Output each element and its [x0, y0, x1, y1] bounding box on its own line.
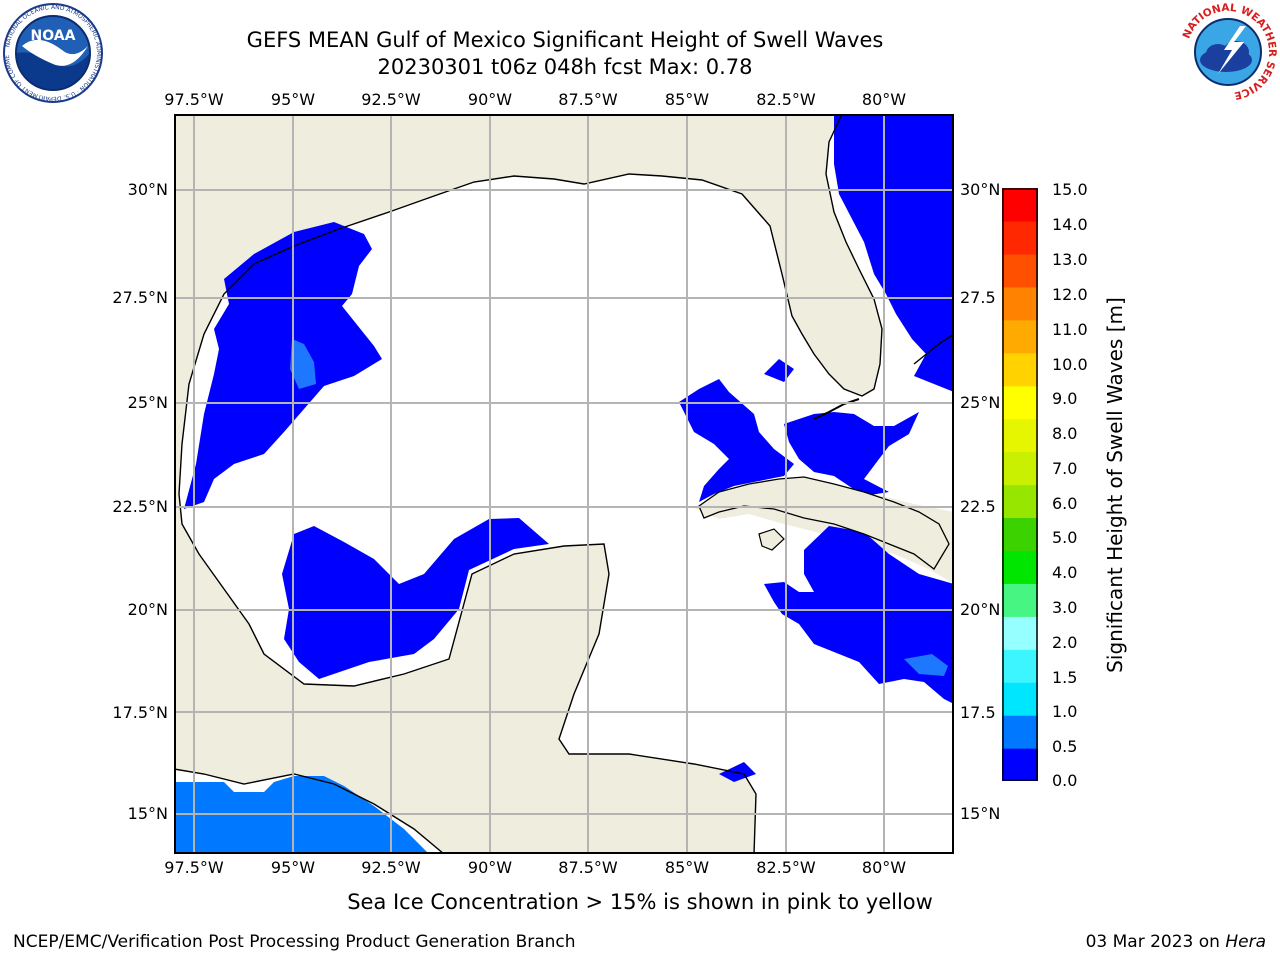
lat-tick-right: 30°N — [960, 180, 1001, 199]
lat-tick-left: 17.5°N — [112, 703, 168, 722]
colorbar-segment — [1002, 319, 1038, 354]
lat-tick-right: 17.5 — [960, 703, 996, 722]
swell-region-texas — [184, 222, 382, 509]
lon-tick-bottom: 87.5°W — [558, 858, 618, 877]
lon-tick-bottom: 82.5°W — [756, 858, 816, 877]
colorbar-segment — [1002, 352, 1038, 387]
title-line-1: GEFS MEAN Gulf of Mexico Significant Hei… — [246, 28, 884, 52]
lon-tick-top: 87.5°W — [558, 90, 618, 109]
lat-tick-left: 20°N — [127, 600, 168, 619]
colorbar-segment — [1002, 418, 1038, 453]
lat-tick-left: 30°N — [127, 180, 168, 199]
colorbar-tick: 1.0 — [1052, 702, 1078, 721]
gulf-of-mexico-map — [174, 114, 954, 854]
swell-region-cuba — [679, 359, 919, 502]
colorbar-tick: 6.0 — [1052, 494, 1078, 513]
lat-tick-right: 15°N — [960, 804, 1001, 823]
colorbar-tick: 8.0 — [1052, 424, 1078, 443]
colorbar-segment — [1002, 220, 1038, 255]
colorbar-tick: 12.0 — [1052, 285, 1088, 304]
colorbar-segment — [1002, 682, 1038, 716]
colorbar-segment — [1002, 616, 1038, 650]
lon-tick-bottom: 95°W — [270, 858, 316, 877]
colorbar-tick: 15.0 — [1052, 180, 1088, 199]
colorbar-tick: 11.0 — [1052, 320, 1088, 339]
lon-tick-bottom: 97.5°W — [164, 858, 224, 877]
colorbar-segment — [1002, 484, 1038, 519]
lat-tick-left: 22.5°N — [112, 497, 168, 516]
lat-tick-right: 27.5 — [960, 288, 996, 307]
colorbar-segment — [1002, 253, 1038, 288]
colorbar-segment — [1002, 583, 1038, 617]
colorbar-tick: 5.0 — [1052, 528, 1078, 547]
colorbar-segment — [1002, 550, 1038, 584]
lon-tick-bottom: 85°W — [664, 858, 710, 877]
lon-tick-bottom: 80°W — [861, 858, 907, 877]
colorbar-tick: 1.5 — [1052, 668, 1078, 687]
lon-tick-top: 97.5°W — [164, 90, 224, 109]
swell-patch-0.5m — [904, 654, 948, 676]
footer-credit: NCEP/EMC/Verification Post Processing Pr… — [13, 932, 576, 952]
lon-tick-bottom: 92.5°W — [361, 858, 421, 877]
lat-tick-left: 27.5°N — [112, 288, 168, 307]
colorbar-tick: 0.5 — [1052, 737, 1078, 756]
swell-region-bay-of-campeche — [282, 518, 549, 679]
lon-tick-top: 80°W — [861, 90, 907, 109]
colorbar-segment — [1002, 649, 1038, 683]
swell-region-caribbean — [719, 526, 954, 782]
colorbar-tick: 13.0 — [1052, 250, 1088, 269]
colorbar-segment — [1002, 188, 1038, 222]
colorbar-segment — [1002, 385, 1038, 420]
lon-tick-bottom: 90°W — [467, 858, 513, 877]
colorbar-tick: 10.0 — [1052, 355, 1088, 374]
colorbar-segment — [1002, 517, 1038, 551]
national-weather-service-logo: NATIONAL WEATHER SERVICE — [1180, 2, 1278, 102]
lat-tick-right: 25°N — [960, 393, 1001, 412]
lat-tick-right: 22.5 — [960, 497, 996, 516]
colorbar-tick: 7.0 — [1052, 459, 1078, 478]
colorbar-tick: 4.0 — [1052, 563, 1078, 582]
lat-tick-right: 20°N — [960, 600, 1001, 619]
swell-region-florida-straits — [834, 114, 954, 392]
lon-tick-top: 85°W — [664, 90, 710, 109]
sea-ice-note: Sea Ice Concentration > 15% is shown in … — [347, 890, 933, 914]
footer-date-text: 03 Mar 2023 on — [1085, 932, 1226, 952]
lon-tick-top: 82.5°W — [756, 90, 816, 109]
title-line-2: 20230301 t06z 048h fcst Max: 0.78 — [377, 55, 753, 79]
colorbar-segment — [1002, 451, 1038, 486]
colorbar-segment — [1002, 715, 1038, 749]
lon-tick-top: 90°W — [467, 90, 513, 109]
graticule — [174, 114, 954, 854]
footer-host: Hera — [1225, 932, 1266, 952]
florida-keys — [813, 398, 860, 420]
isla-de-la-juventud — [758, 528, 785, 551]
lat-tick-left: 15°N — [127, 804, 168, 823]
colorbar — [1002, 188, 1038, 781]
colorbar-label: Significant Height of Swell Waves [m] — [1103, 297, 1127, 673]
noaa-logo-text: NOAA — [31, 28, 76, 44]
noaa-logo: NOAA NATIONAL OCEANIC AND ATMOSPHERIC AD… — [2, 2, 103, 103]
lon-tick-top: 92.5°W — [361, 90, 421, 109]
swell-patch-0.5m — [290, 339, 316, 389]
footer-date: 03 Mar 2023 on Hera — [1086, 932, 1266, 952]
lat-tick-left: 25°N — [127, 393, 168, 412]
colorbar-segment — [1002, 286, 1038, 321]
map-frame — [174, 114, 954, 854]
colorbar-tick: 3.0 — [1052, 598, 1078, 617]
lon-tick-top: 95°W — [270, 90, 316, 109]
colorbar-segment — [1002, 748, 1038, 781]
colorbar-tick: 2.0 — [1052, 633, 1078, 652]
colorbar-tick: 9.0 — [1052, 389, 1078, 408]
colorbar-tick: 14.0 — [1052, 215, 1088, 234]
colorbar-tick: 0.0 — [1052, 771, 1078, 790]
